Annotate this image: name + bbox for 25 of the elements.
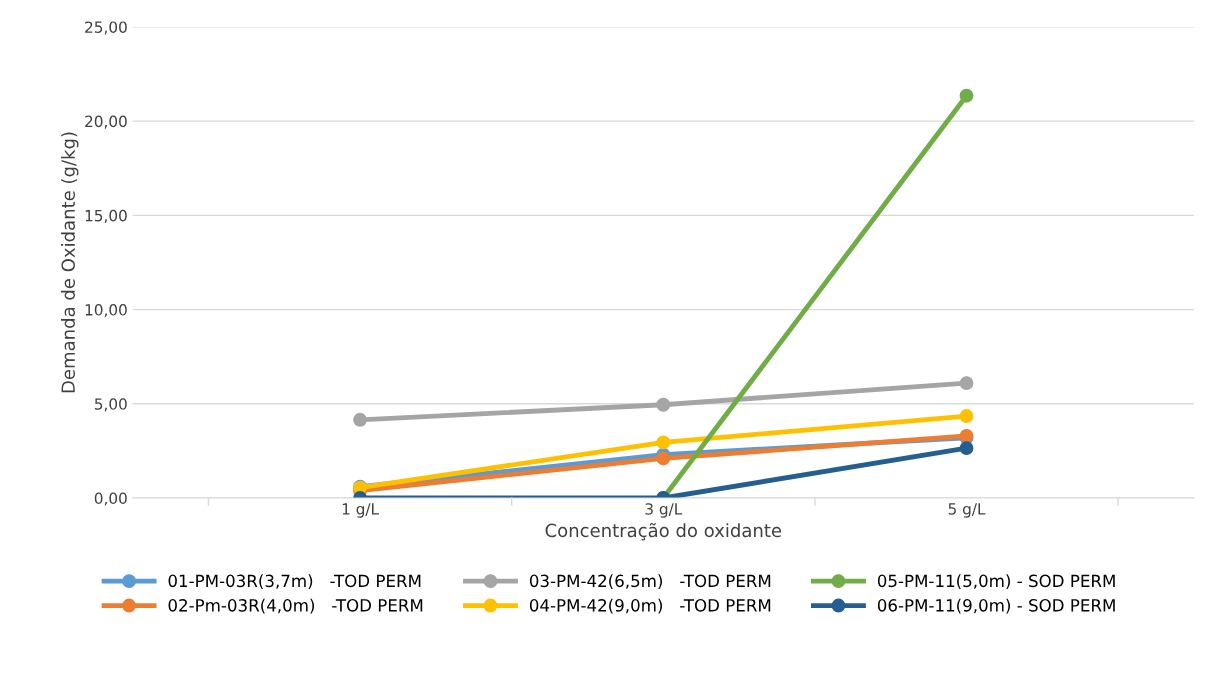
y-axis-title: Demanda de Oxidante (g/kg): [61, 132, 79, 393]
legend-label: 03-PM-42(6,5m) -TOD PERM: [529, 574, 771, 590]
legend-label: 01-PM-03R(3,7m) -TOD PERM: [168, 574, 421, 590]
y-tick-label: 0,00: [94, 492, 127, 506]
y-tick-label: 10,00: [85, 304, 127, 318]
x-tick-label: 3 g/L: [645, 503, 683, 518]
legend-label: 05-PM-11(5,0m) - SOD PERM: [877, 574, 1115, 590]
x-tick-label: 5 g/L: [948, 503, 986, 518]
y-tick-label: 5,00: [94, 398, 127, 412]
x-tick-label: 1 g/L: [342, 503, 379, 518]
y-tick-label: 15,00: [85, 209, 127, 223]
point: [959, 88, 974, 103]
y-tick-label: 20,00: [85, 115, 127, 129]
point: [959, 441, 974, 456]
point: [353, 412, 368, 427]
point: [656, 397, 671, 412]
x-axis-title: Concentração do oxidante: [545, 522, 782, 541]
point: [959, 376, 974, 391]
point: [959, 409, 974, 423]
y-tick-label: 25,00: [85, 21, 127, 35]
point: [656, 435, 671, 450]
legend-label: 04-PM-42(9,0m) -TOD PERM: [529, 598, 771, 614]
point: [656, 451, 671, 466]
legend-label: 02-Pm-03R(4,0m) -TOD PERM: [168, 598, 423, 614]
legend-label: 06-PM-11(9,0m) - SOD PERM: [877, 598, 1115, 614]
